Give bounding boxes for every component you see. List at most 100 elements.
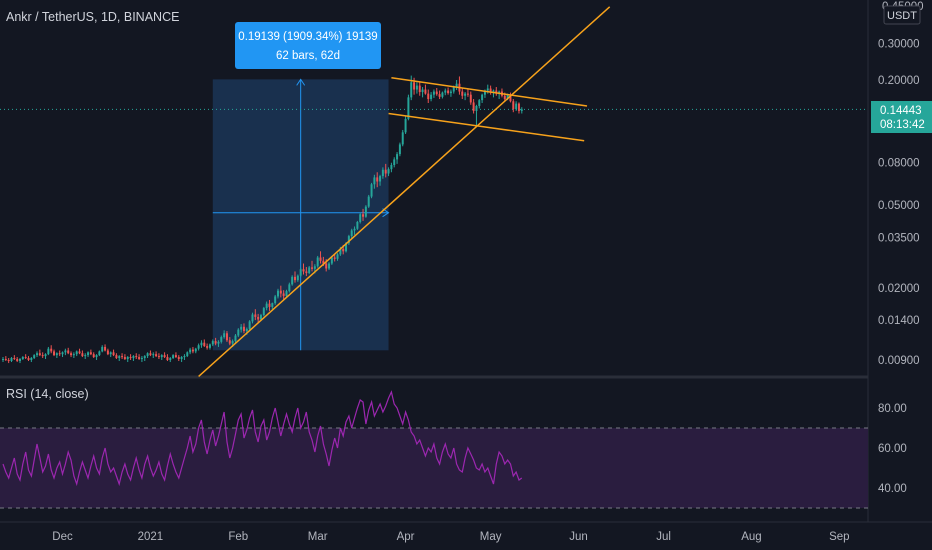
candle-body bbox=[81, 353, 84, 357]
candle-body bbox=[387, 169, 390, 174]
candle-body bbox=[294, 276, 297, 281]
candle-body bbox=[347, 236, 350, 244]
candle-body bbox=[262, 308, 265, 316]
candle-body bbox=[203, 342, 206, 347]
candle bbox=[228, 337, 231, 346]
candle bbox=[237, 328, 240, 338]
candle bbox=[140, 356, 143, 363]
candle-body bbox=[367, 196, 370, 207]
candle bbox=[279, 285, 282, 298]
rsi-axis-label: 60.00 bbox=[878, 443, 907, 455]
candle bbox=[427, 89, 430, 104]
currency-badge[interactable] bbox=[883, 5, 921, 25]
candle-body bbox=[364, 206, 367, 217]
candle-body bbox=[214, 341, 217, 344]
candle-body bbox=[50, 348, 53, 352]
candle bbox=[36, 351, 39, 358]
candle bbox=[72, 352, 75, 359]
candle bbox=[367, 194, 370, 208]
candle bbox=[415, 82, 418, 94]
candle-body bbox=[36, 353, 39, 356]
candle-body bbox=[21, 357, 24, 360]
candle-body bbox=[231, 341, 234, 344]
candle-body bbox=[342, 248, 345, 252]
candle bbox=[214, 337, 217, 346]
candle bbox=[146, 352, 149, 359]
candle bbox=[296, 274, 299, 282]
candle-body bbox=[444, 90, 447, 93]
trendline-channel-bottom[interactable] bbox=[388, 112, 585, 142]
candle-body bbox=[242, 326, 245, 332]
candle-body bbox=[143, 356, 146, 359]
candle-body bbox=[112, 352, 115, 356]
candle bbox=[203, 339, 206, 347]
candle bbox=[55, 352, 58, 359]
candle bbox=[2, 357, 4, 363]
candle-body bbox=[189, 349, 192, 353]
candle bbox=[311, 260, 314, 272]
candle bbox=[180, 356, 183, 363]
candle-body bbox=[481, 94, 484, 101]
candle bbox=[27, 356, 30, 362]
candle bbox=[492, 89, 495, 98]
candle bbox=[123, 354, 126, 360]
candle bbox=[251, 312, 254, 324]
candle-body bbox=[257, 316, 260, 320]
candle bbox=[328, 262, 331, 270]
candle-body bbox=[418, 85, 421, 93]
trendlines-layer[interactable] bbox=[198, 6, 611, 378]
candle bbox=[469, 91, 472, 105]
candle-body bbox=[319, 257, 322, 261]
candle bbox=[89, 349, 92, 356]
candle bbox=[129, 354, 132, 360]
candle-body bbox=[291, 276, 294, 285]
candle-body bbox=[7, 360, 10, 362]
candle-body bbox=[265, 303, 268, 309]
trendline-support[interactable] bbox=[198, 6, 611, 378]
candle-body bbox=[483, 90, 486, 95]
candle bbox=[299, 267, 302, 277]
candle bbox=[364, 205, 367, 218]
price-tag-countdown: 08:13:42 bbox=[880, 119, 925, 131]
candle bbox=[398, 142, 401, 157]
candle bbox=[254, 309, 257, 321]
candle bbox=[472, 99, 475, 114]
currency-label: USDT bbox=[887, 10, 917, 22]
candle-body bbox=[336, 254, 339, 259]
candle-body bbox=[447, 90, 450, 94]
candle-body bbox=[177, 357, 180, 360]
candle bbox=[87, 351, 90, 358]
candle bbox=[356, 220, 359, 230]
candle-body bbox=[469, 94, 472, 103]
rsi-band bbox=[0, 428, 868, 508]
candle-body bbox=[495, 90, 498, 94]
candle bbox=[200, 340, 203, 348]
candle bbox=[234, 334, 237, 343]
candle-body bbox=[200, 342, 203, 346]
candle bbox=[132, 355, 135, 362]
candle-body bbox=[41, 355, 44, 357]
candle-body bbox=[55, 353, 58, 356]
candle bbox=[257, 313, 260, 323]
candle bbox=[489, 85, 492, 95]
candle-body bbox=[410, 82, 413, 98]
candle bbox=[305, 267, 308, 277]
trendline-channel-top[interactable] bbox=[391, 77, 588, 107]
candle-body bbox=[98, 351, 101, 356]
candle-body bbox=[72, 354, 75, 356]
candle-body bbox=[30, 358, 33, 360]
candle bbox=[155, 351, 158, 358]
candle bbox=[478, 99, 481, 109]
candle-body bbox=[455, 83, 458, 88]
candle-body bbox=[427, 93, 430, 100]
rsi-title[interactable]: RSI (14, close) bbox=[6, 387, 89, 401]
symbol-title[interactable]: Ankr / TetherUS, 1D, BINANCE bbox=[6, 10, 179, 24]
candle-body bbox=[211, 341, 214, 345]
candle bbox=[47, 346, 50, 356]
candle bbox=[174, 352, 177, 359]
candle-body bbox=[248, 321, 251, 329]
candle-body bbox=[362, 214, 365, 217]
candle-body bbox=[279, 290, 282, 294]
measure-up-arrowhead bbox=[296, 78, 306, 86]
